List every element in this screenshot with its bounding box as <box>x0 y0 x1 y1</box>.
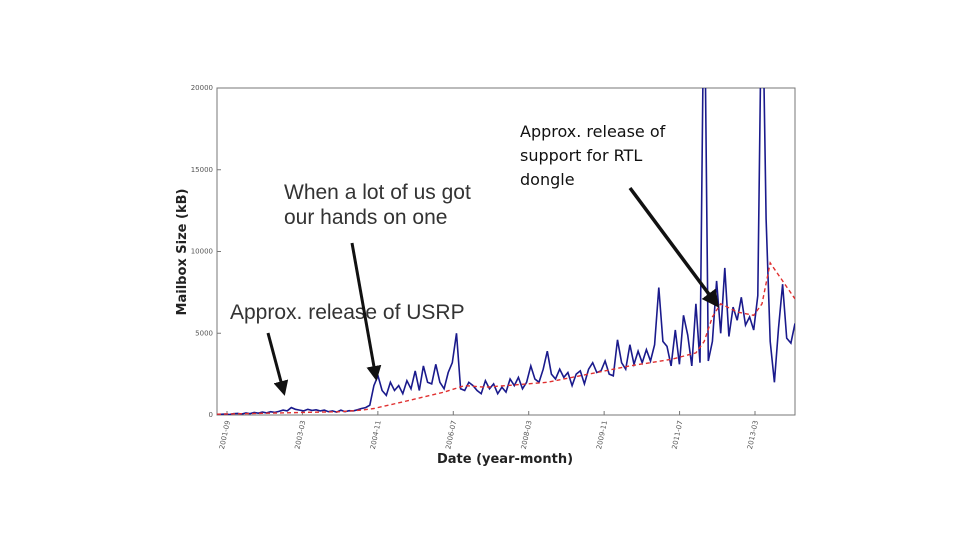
x-tick-label: 2013-03 <box>746 420 760 450</box>
annotation-usrp: Approx. release of USRP <box>230 301 465 324</box>
x-tick-label: 2001-09 <box>218 420 232 450</box>
y-tick-label: 5000 <box>195 329 213 337</box>
arrow-hands-on <box>350 242 382 381</box>
y-tick-label: 10000 <box>191 248 213 256</box>
series-line-mailbox-size <box>217 88 795 415</box>
annotation-hands-on-line1: When a lot of us got <box>284 181 471 204</box>
x-tick-label: 2004-11 <box>369 420 383 450</box>
annotation-rtl-line3: dongle <box>520 170 575 189</box>
plot-frame <box>216 87 796 416</box>
annotation-rtl-line2: support for RTL <box>520 146 642 165</box>
arrow-rtl <box>628 186 720 308</box>
annotation-hands-on-line2: our hands on one <box>284 206 447 229</box>
x-axis: 2001-09 2003-03 2004-11 2006-07 2008-03 2009-… <box>218 411 760 450</box>
x-tick-label: 2011-07 <box>671 420 685 450</box>
x-tick-label: 2009-11 <box>595 420 609 450</box>
series-line-trend <box>217 261 795 415</box>
y-axis-label: Mailbox Size (kB) <box>175 189 190 316</box>
y-tick-label: 15000 <box>191 166 213 174</box>
y-axis: 0 5000 10000 15000 20000 <box>191 84 221 419</box>
x-axis-label: Date (year-month) <box>437 452 573 467</box>
x-tick-label: 2006-07 <box>444 420 458 450</box>
y-tick-label: 0 <box>209 411 213 419</box>
x-tick-label: 2003-03 <box>293 420 307 450</box>
y-tick-label: 20000 <box>191 84 213 92</box>
annotation-rtl-line1: Approx. release of <box>520 122 666 141</box>
series-lines <box>217 88 795 415</box>
x-tick-label: 2008-03 <box>520 420 534 450</box>
arrow-usrp <box>266 332 289 396</box>
